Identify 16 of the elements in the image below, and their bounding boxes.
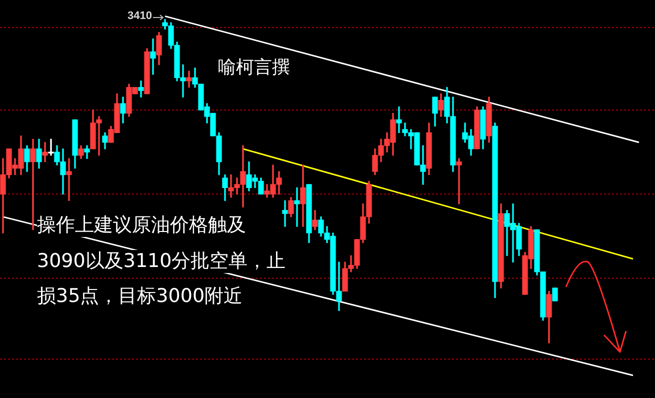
candlestick <box>30 138 36 230</box>
annotation: 3090以及3110分批空单，止 <box>37 250 286 273</box>
annotation: 损35点，目标3000附近 <box>37 285 243 308</box>
candlestick <box>150 38 156 75</box>
annotation: 操作上建议原油价格触及 <box>37 214 246 237</box>
candlestick <box>294 187 300 227</box>
annotation: 3410 <box>128 10 152 24</box>
candlestick <box>138 80 144 98</box>
candlestick <box>396 106 402 133</box>
candlestick <box>282 200 288 227</box>
candlestick <box>48 138 54 156</box>
candlestick <box>66 158 72 201</box>
candlestick <box>456 158 462 204</box>
candlestick <box>42 142 48 162</box>
annotation: 喻柯言撰 <box>218 57 290 79</box>
candlestick <box>186 70 192 88</box>
